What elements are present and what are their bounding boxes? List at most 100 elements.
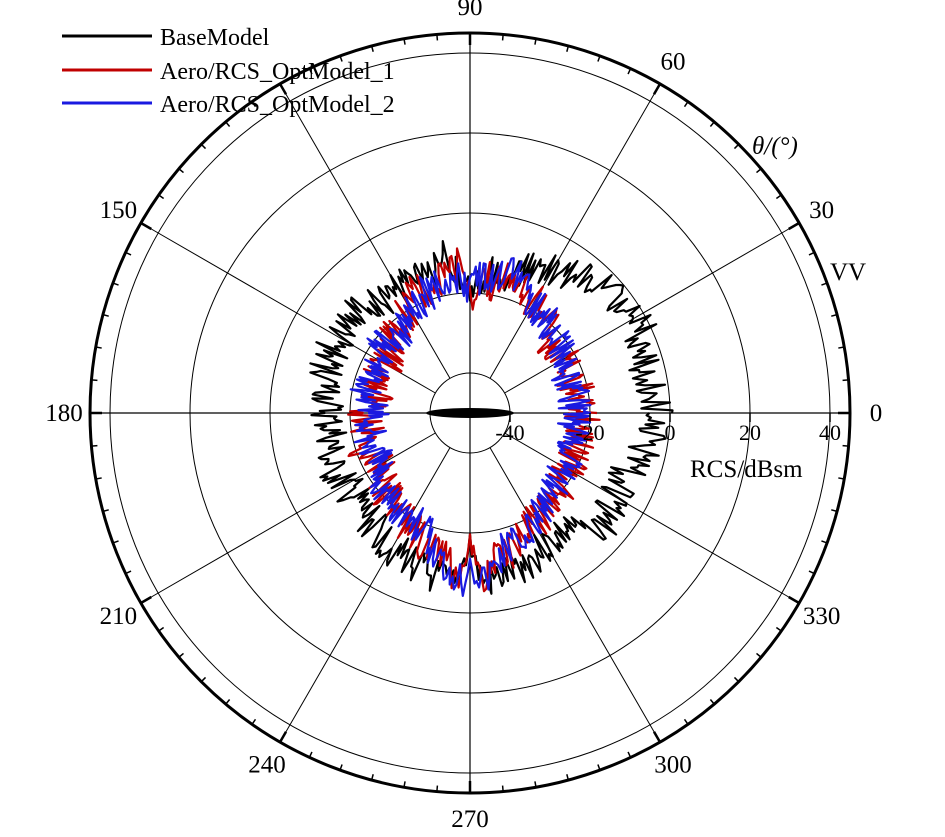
angle-tick-210 (140, 595, 152, 605)
angle-label-90: 90 (458, 0, 483, 21)
angle-tick-105 (370, 45, 374, 52)
angle-tick-215 (158, 626, 165, 632)
angle-tick-200 (112, 540, 119, 544)
angle-label-210: 210 (100, 603, 138, 630)
angle-tick-190 (95, 477, 102, 480)
radial-tick-label-1: -20 (575, 420, 604, 445)
angle-tick-95 (436, 34, 439, 41)
angle-tick-55 (683, 101, 689, 108)
angle-tick-60 (652, 83, 662, 95)
angle-tick-315 (733, 676, 740, 683)
angle-tick-205 (125, 570, 132, 575)
angle-tick-290 (597, 764, 601, 771)
angle-tick-350 (838, 477, 845, 480)
angle-tick-245 (308, 751, 313, 758)
legend-label-base: BaseModel (160, 25, 270, 51)
angle-tick-355 (842, 444, 849, 447)
angle-tick-280 (534, 781, 537, 788)
angle-tick-155 (125, 251, 132, 256)
angle-tick-195 (102, 509, 109, 513)
angle-tick-135 (200, 143, 207, 150)
angle-tick-115 (308, 68, 313, 75)
angle-tick-145 (158, 194, 165, 200)
angle-tick-50 (709, 121, 715, 127)
angle-tick-25 (808, 251, 815, 256)
angle-tick-85 (501, 34, 504, 41)
angle-tick-265 (436, 785, 439, 792)
angle-tick-300 (652, 731, 662, 743)
angle-label-270: 270 (451, 806, 489, 833)
series-line-1 (347, 247, 601, 593)
angle-label-180: 180 (45, 400, 83, 427)
angle-tick-220 (178, 652, 184, 658)
angle-tick-255 (370, 774, 374, 781)
angle-label-0: 0 (870, 400, 883, 427)
angular-axis-title: θ/(°) (752, 133, 798, 160)
angle-tick-5 (842, 379, 849, 382)
angle-tick-40 (756, 168, 762, 174)
angle-tick-110 (339, 55, 343, 62)
angle-tick-320 (756, 652, 762, 658)
angle-label-330: 330 (803, 603, 841, 630)
series-line-2 (349, 257, 592, 598)
angle-tick-120 (278, 83, 288, 95)
angle-tick-240 (278, 731, 288, 743)
radial-tick-label-2: 0 (665, 420, 676, 445)
angle-tick-10 (838, 346, 845, 349)
grid-spoke-210 (140, 432, 436, 604)
angle-tick-225 (200, 676, 207, 683)
grid-spoke-120 (279, 83, 451, 379)
polarization-label: VV (830, 259, 866, 286)
angle-tick-125 (251, 101, 257, 108)
angle-tick-140 (178, 168, 184, 174)
radial-tick-label-0: -40 (495, 420, 524, 445)
angle-tick-150 (140, 221, 152, 231)
angle-label-300: 300 (654, 752, 692, 779)
angle-tick-75 (566, 45, 570, 52)
grid-spoke-30 (504, 222, 800, 394)
angle-tick-275 (501, 785, 504, 792)
angle-tick-310 (709, 699, 715, 705)
angle-tick-340 (821, 540, 828, 544)
angle-tick-345 (831, 509, 838, 513)
angle-tick-130 (225, 121, 231, 127)
angle-tick-100 (403, 38, 406, 45)
angle-tick-20 (821, 282, 828, 286)
angle-tick-260 (403, 781, 406, 788)
angle-label-30: 30 (809, 197, 834, 224)
angle-tick-160 (112, 282, 119, 286)
legend-label-opt2: Aero/RCS_OptModel_2 (160, 92, 395, 118)
angle-label-150: 150 (100, 197, 138, 224)
angle-tick-15 (831, 313, 838, 317)
angle-tick-325 (775, 626, 782, 632)
series-line-0 (309, 240, 674, 595)
grid-spoke-240 (279, 447, 451, 743)
angle-tick-330 (788, 595, 800, 605)
angle-tick-30 (788, 221, 800, 231)
aircraft-silhouette (426, 408, 514, 418)
model-silhouette (426, 408, 514, 418)
angle-tick-70 (597, 55, 601, 62)
angle-tick-175 (91, 379, 98, 382)
angle-tick-235 (251, 718, 257, 725)
angle-tick-285 (566, 774, 570, 781)
angle-tick-80 (534, 38, 537, 45)
angle-label-60: 60 (661, 48, 686, 75)
angle-tick-250 (339, 764, 343, 771)
axis-layer: 0 30 60 90 150 180 210 240 270 300 330 -40 -20 0 20 40 (45, 0, 882, 833)
series-layer (309, 240, 674, 598)
angle-tick-230 (225, 699, 231, 705)
angle-tick-185 (91, 444, 98, 447)
radial-axis-title: RCS/dBsm (690, 456, 803, 483)
angle-tick-170 (95, 346, 102, 349)
angle-label-240: 240 (248, 752, 286, 779)
angle-tick-335 (808, 570, 815, 575)
grid-spoke-60 (489, 83, 661, 379)
angle-tick-35 (775, 194, 782, 200)
legend-label-opt1: Aero/RCS_OptModel_1 (160, 59, 395, 85)
radial-tick-label-3: 20 (739, 420, 761, 445)
grid-spoke-330 (504, 432, 800, 604)
angle-tick-165 (102, 313, 109, 317)
angle-tick-305 (683, 718, 689, 725)
